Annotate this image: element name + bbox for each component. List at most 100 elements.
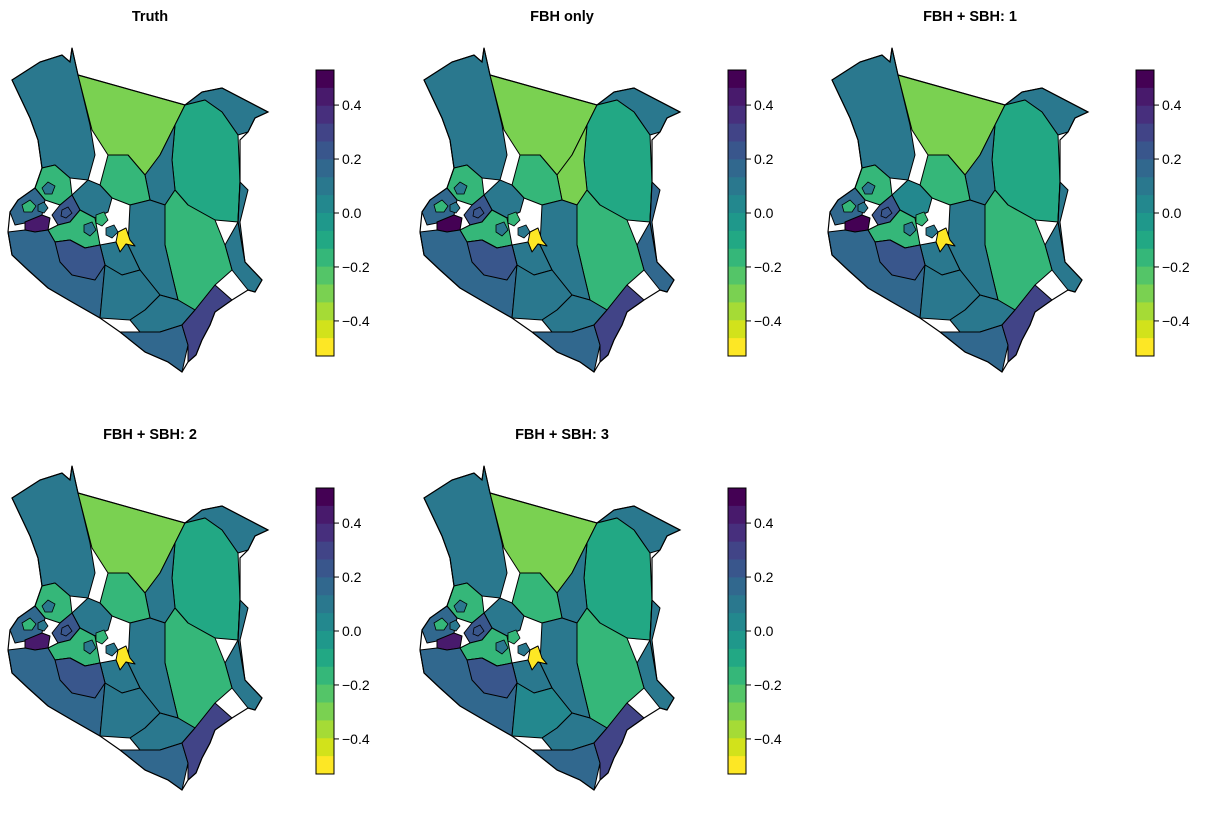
district-g	[105, 224, 119, 239]
colorbar-swatch	[728, 541, 746, 560]
choropleth-map: 0.4 0.2 0.0 −0.2 −0.4	[827, 47, 1190, 373]
colorbar-swatch	[1136, 159, 1154, 178]
country-outline	[827, 47, 1090, 373]
colorbar-tick-label: 0.2	[342, 151, 362, 167]
colorbar-swatch	[1136, 195, 1154, 214]
choropleth-map: 0.4 0.2 0.0 −0.2 −0.4	[419, 465, 782, 791]
colorbar-tick-label: 0.4	[754, 515, 774, 531]
colorbar-swatch	[1136, 123, 1154, 142]
district-g	[105, 642, 119, 657]
district-a	[41, 599, 56, 613]
colorbar-swatch	[728, 684, 746, 703]
coast-south-region	[119, 742, 189, 791]
colorbar-swatch	[1136, 302, 1154, 321]
district-c	[449, 201, 461, 214]
colorbar-swatch	[728, 87, 746, 107]
colorbar-swatch	[316, 195, 334, 214]
district-g	[925, 224, 939, 239]
colorbar-swatch	[316, 105, 334, 125]
northwest-region	[423, 465, 508, 599]
colorbar: 0.4 0.2 0.0 −0.2 −0.4	[727, 487, 782, 775]
map-regions	[827, 47, 1090, 373]
colorbar-tick-label: −0.2	[754, 677, 782, 693]
colorbar: 0.4 0.2 0.0 −0.2 −0.4	[315, 487, 370, 775]
colorbar-swatch	[1136, 105, 1154, 125]
colorbar-swatch	[316, 320, 334, 339]
colorbar-swatch	[316, 577, 334, 596]
district-f	[95, 629, 109, 645]
colorbar-swatch	[728, 70, 746, 89]
district-b	[21, 199, 37, 213]
colorbar-swatch	[728, 266, 746, 285]
district-b	[433, 617, 449, 631]
colorbar-tick-label: −0.2	[342, 677, 370, 693]
colorbar-swatch	[316, 248, 334, 268]
district-d	[880, 206, 893, 219]
coast-south-region	[531, 324, 601, 373]
colorbar: 0.4 0.2 0.0 −0.2 −0.4	[727, 69, 782, 357]
district-c	[857, 201, 869, 214]
colorbar-swatch	[316, 159, 334, 178]
colorbar-tick-label: −0.4	[754, 313, 782, 329]
colorbar-swatch	[316, 338, 334, 357]
district-g	[517, 642, 531, 657]
colorbar-swatch	[1136, 338, 1154, 357]
colorbar-swatch	[728, 648, 746, 668]
northwest-region	[831, 47, 916, 181]
choropleth-map: 0.4 0.2 0.0 −0.2 −0.4	[419, 47, 782, 373]
coast-south-region	[119, 324, 189, 373]
colorbar-tick-label: 0.0	[754, 623, 774, 639]
colorbar-swatch	[316, 284, 334, 303]
district-c	[37, 201, 49, 214]
colorbar-swatch	[728, 523, 746, 543]
colorbar-swatch	[728, 505, 746, 525]
colorbar-swatch	[316, 266, 334, 285]
colorbar-swatch	[316, 702, 334, 721]
colorbar-swatch	[316, 738, 334, 757]
colorbar-swatch	[1136, 141, 1154, 160]
colorbar-swatch	[728, 559, 746, 578]
colorbar-tick-label: 0.4	[1162, 97, 1182, 113]
colorbar-swatch	[316, 684, 334, 703]
colorbar-swatch	[1136, 248, 1154, 268]
colorbar-swatch	[728, 213, 746, 232]
northwest-region	[11, 465, 96, 599]
colorbar-tick-label: 0.0	[342, 623, 362, 639]
colorbar-swatch	[316, 230, 334, 250]
choropleth-map: 0.4 0.2 0.0 −0.2 −0.4	[7, 47, 370, 373]
colorbar-tick-label: 0.4	[342, 515, 362, 531]
colorbar-swatch	[1136, 70, 1154, 89]
district-b	[841, 199, 857, 213]
panel-title: FBH + SBH: 2	[103, 427, 197, 443]
colorbar-swatch	[316, 123, 334, 142]
district-f	[507, 629, 521, 645]
colorbar-swatch	[316, 595, 334, 614]
district-f	[915, 211, 929, 227]
colorbar-swatch	[728, 613, 746, 632]
colorbar-swatch	[316, 213, 334, 232]
colorbar-swatch	[1136, 266, 1154, 285]
colorbar-swatch	[1136, 177, 1154, 196]
colorbar-swatch	[1136, 320, 1154, 339]
colorbar-swatch	[316, 631, 334, 650]
colorbar-swatch	[1136, 230, 1154, 250]
colorbar-tick-label: 0.4	[342, 97, 362, 113]
colorbar: 0.4 0.2 0.0 −0.2 −0.4	[1135, 69, 1190, 357]
colorbar-tick-label: 0.2	[342, 569, 362, 585]
colorbar-swatch	[316, 488, 334, 507]
coast-south-region	[939, 324, 1009, 373]
colorbar-tick-label: −0.4	[342, 731, 370, 747]
colorbar-swatch	[316, 613, 334, 632]
district-a	[861, 181, 876, 195]
colorbar-tick-label: −0.2	[1162, 259, 1190, 275]
colorbar: 0.4 0.2 0.0 −0.2 −0.4	[315, 69, 370, 357]
district-d	[472, 624, 485, 637]
colorbar-swatch	[728, 720, 746, 739]
colorbar-swatch	[316, 541, 334, 560]
northwest-region	[423, 47, 508, 181]
colorbar-swatch	[1136, 284, 1154, 303]
colorbar-swatch	[728, 177, 746, 196]
coast-south-region	[531, 742, 601, 791]
panel-title: Truth	[131, 9, 169, 25]
district-d	[60, 206, 73, 219]
